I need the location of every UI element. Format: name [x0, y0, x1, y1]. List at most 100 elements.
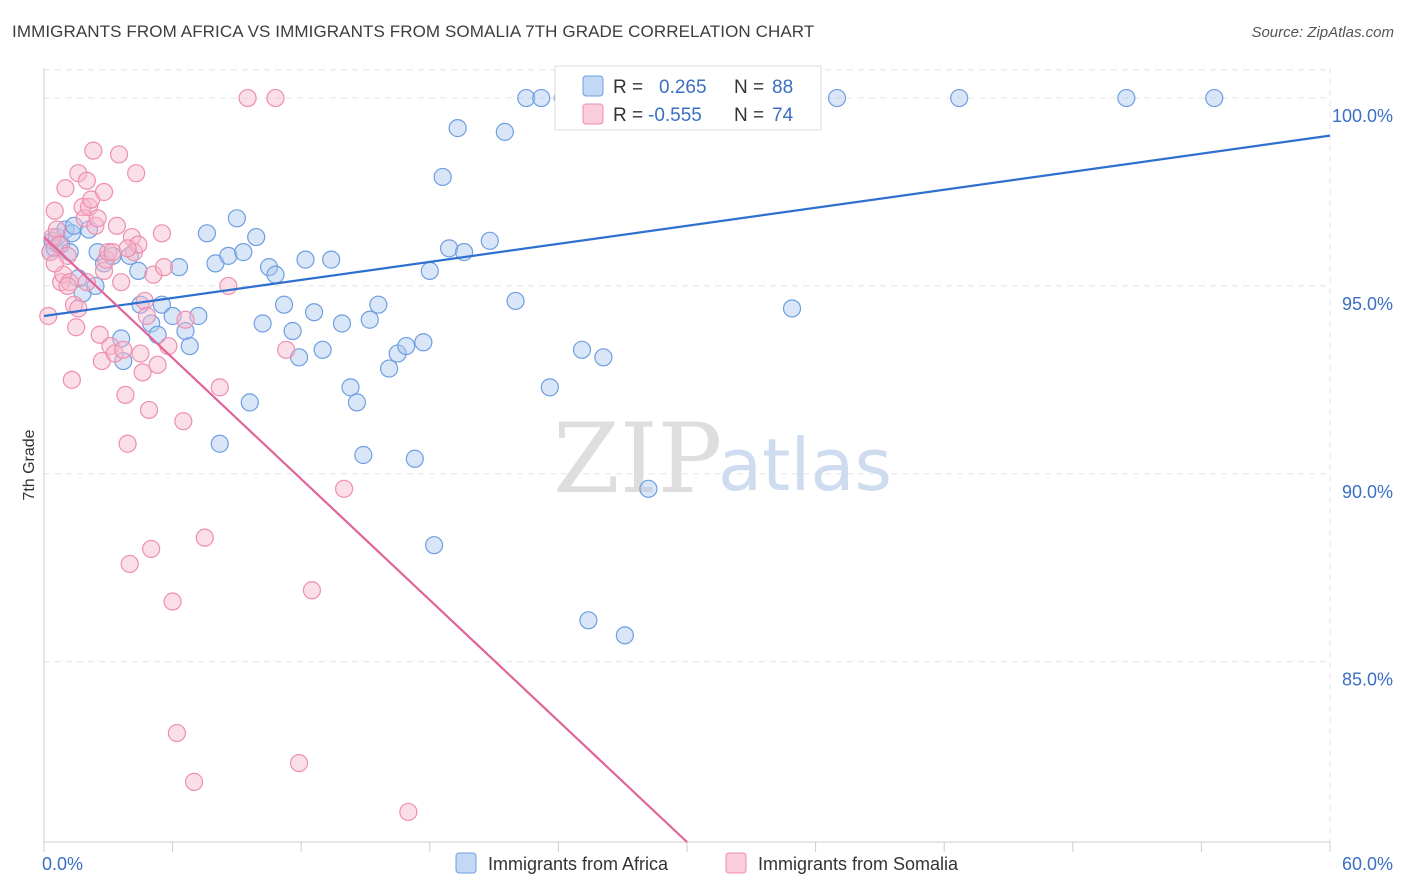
point-somalia-3	[45, 201, 64, 220]
point-somalia-66	[94, 182, 114, 202]
point-africa-37	[253, 314, 272, 333]
point-somalia-60	[277, 340, 296, 359]
legend-n-value-africa: 88	[772, 77, 793, 98]
watermark: ZIP atlas	[553, 403, 892, 515]
point-africa-64	[480, 231, 499, 250]
point-africa-59	[424, 536, 444, 555]
point-africa-82	[782, 299, 802, 318]
point-africa-61	[439, 239, 459, 258]
y-tick-label-1: 90.0%	[1342, 482, 1393, 502]
point-somalia-25	[94, 261, 114, 280]
point-somalia-13	[67, 318, 86, 337]
x-tick-labels: 0.0% 60.0%	[42, 854, 1393, 874]
point-africa-72	[579, 611, 598, 630]
bottom-legend: Immigrants from Africa Immigrants from S…	[455, 852, 959, 874]
point-africa-65	[495, 122, 514, 141]
point-somalia-29	[103, 243, 122, 262]
y-tick-label-0: 85.0%	[1342, 670, 1393, 690]
chart-title: IMMIGRANTS FROM AFRICA VS IMMIGRANTS FRO…	[12, 22, 815, 41]
bottom-legend-label-africa: Immigrants from Africa	[488, 854, 669, 874]
legend-n-label-somalia: N =	[734, 105, 764, 126]
point-somalia-31	[107, 216, 126, 235]
point-somalia-51	[163, 592, 182, 611]
point-somalia-45	[137, 306, 156, 326]
point-somalia-21	[86, 216, 105, 235]
point-somalia-20	[84, 141, 103, 160]
point-africa-40	[274, 295, 294, 314]
point-africa-34	[234, 243, 253, 262]
point-somalia-46	[142, 539, 161, 559]
point-africa-51	[360, 310, 379, 329]
point-somalia-16	[75, 209, 94, 228]
point-africa-25	[169, 258, 189, 277]
point-somalia-56	[210, 378, 229, 397]
point-somalia-69	[118, 239, 137, 258]
source-label: Source: ZipAtlas.com	[1251, 24, 1394, 41]
point-somalia-33	[112, 273, 131, 292]
point-somalia-54	[184, 772, 204, 791]
point-africa-29	[197, 224, 216, 243]
point-africa-62	[448, 119, 467, 138]
point-africa-46	[322, 250, 341, 269]
point-africa-50	[354, 445, 373, 465]
point-somalia-53	[174, 412, 193, 431]
point-somalia-67	[58, 276, 77, 296]
point-somalia-32	[109, 145, 129, 164]
point-somalia-47	[144, 265, 163, 284]
legend-swatch-somalia	[582, 103, 604, 125]
point-africa-43	[296, 250, 315, 269]
point-somalia-42	[131, 344, 150, 363]
point-africa-49	[347, 393, 367, 412]
point-africa-31	[210, 434, 229, 453]
trend-line-africa	[43, 134, 1331, 318]
point-somalia-71	[77, 171, 96, 190]
point-africa-52	[369, 295, 388, 314]
point-somalia-23	[90, 325, 109, 344]
point-africa-74	[594, 348, 613, 367]
point-somalia-68	[45, 254, 64, 273]
point-africa-56	[405, 449, 424, 468]
point-africa-16	[112, 329, 131, 348]
point-africa-86	[1117, 88, 1136, 108]
x-tick-label-max: 60.0%	[1342, 854, 1393, 874]
legend-r-value-somalia: -0.555	[648, 105, 702, 126]
bottom-legend-label-somalia: Immigrants from Somalia	[758, 854, 959, 874]
point-africa-41	[283, 321, 302, 341]
point-somalia-36	[118, 434, 137, 453]
point-africa-7	[62, 224, 81, 243]
point-africa-19	[129, 261, 148, 280]
point-africa-58	[420, 261, 439, 280]
point-africa-71	[572, 340, 592, 359]
point-africa-77	[639, 479, 658, 498]
point-somalia-37	[120, 554, 139, 574]
y-tick-label-2: 95.0%	[1342, 294, 1393, 314]
point-africa-60	[433, 167, 452, 187]
point-somalia-35	[116, 385, 135, 404]
trend-lines	[43, 134, 1331, 843]
y-axis-label: 7th Grade	[21, 429, 38, 500]
point-somalia-4	[47, 220, 66, 239]
point-africa-53	[379, 359, 399, 378]
point-somalia-58	[238, 88, 257, 108]
point-somalia-43	[133, 363, 152, 382]
point-africa-8	[64, 216, 84, 235]
point-somalia-26	[97, 250, 116, 269]
point-africa-45	[313, 340, 332, 359]
point-africa-27	[180, 336, 199, 356]
point-somalia-59	[266, 88, 285, 108]
point-somalia-64	[399, 802, 418, 822]
point-somalia-70	[148, 355, 167, 374]
point-somalia-62	[302, 581, 322, 600]
legend: R = 0.265 N = 88 R = -0.555 N = 74	[554, 65, 822, 131]
legend-n-value-somalia: 74	[772, 105, 794, 126]
point-somalia-48	[152, 224, 171, 243]
point-somalia-17	[77, 273, 96, 292]
point-africa-38	[259, 258, 279, 277]
point-somalia-63	[334, 479, 354, 498]
point-somalia-73	[176, 310, 195, 329]
legend-r-value-africa: 0.265	[659, 77, 707, 98]
point-africa-48	[341, 378, 360, 397]
point-africa-39	[266, 265, 285, 284]
x-tick-label-min: 0.0%	[42, 854, 83, 874]
point-somalia-55	[195, 528, 214, 547]
